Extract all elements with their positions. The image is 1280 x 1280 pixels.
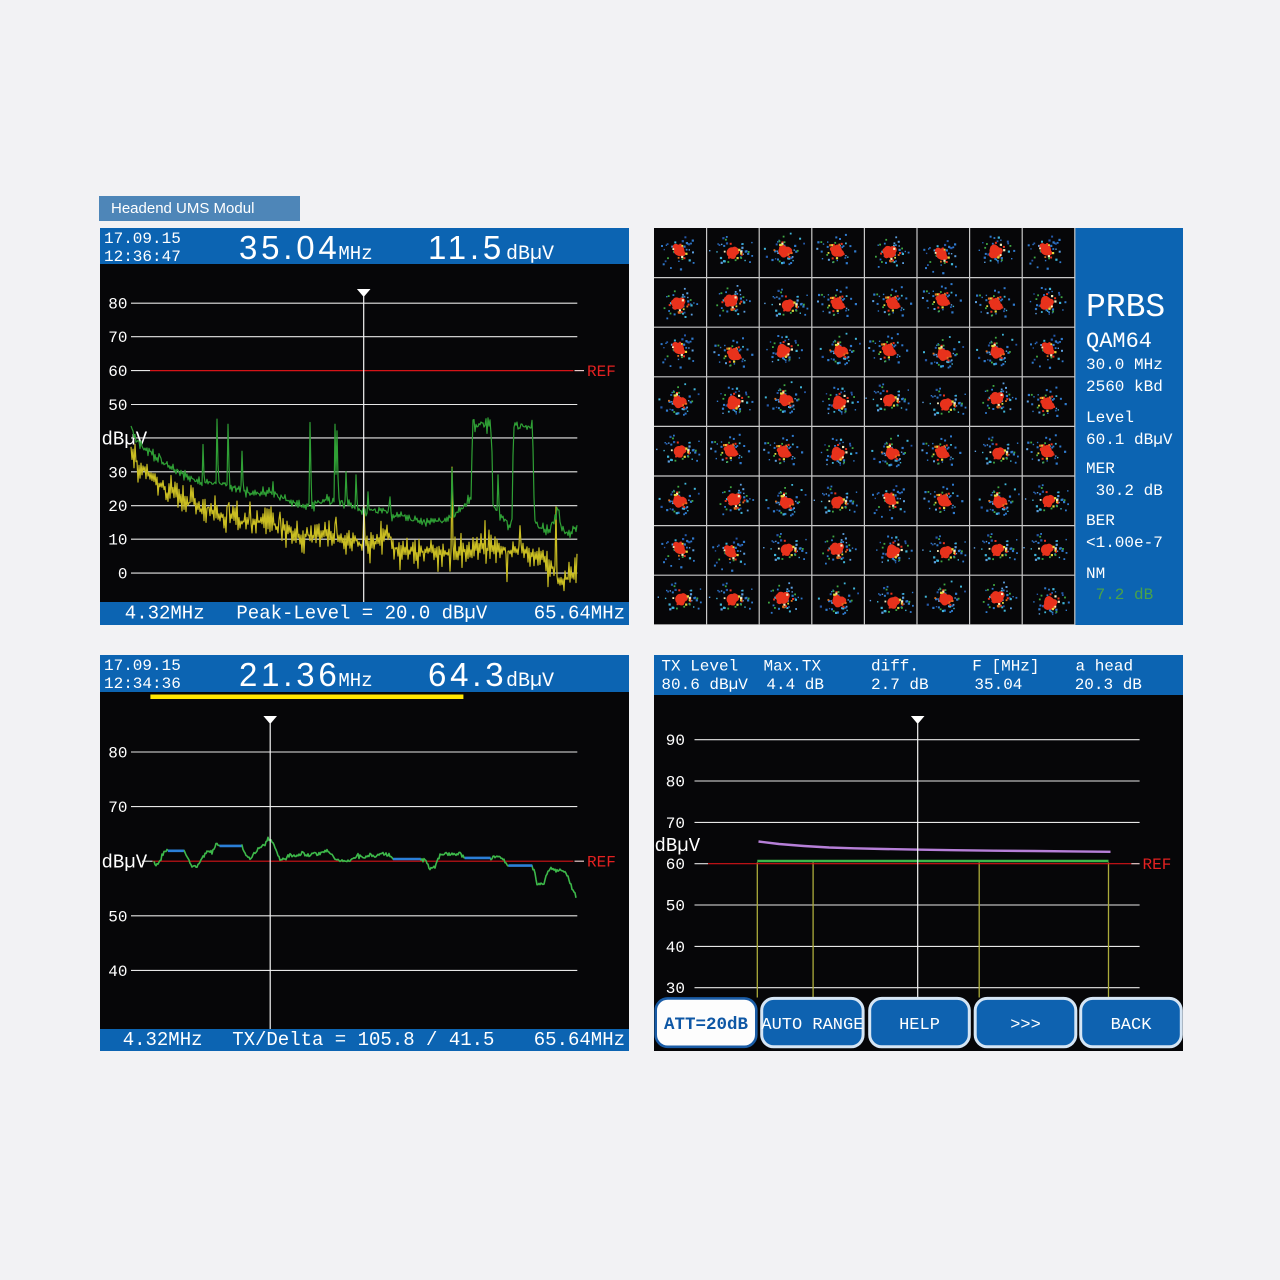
svg-text:dBµV: dBµV xyxy=(655,835,701,857)
svg-text:20.3 dB: 20.3 dB xyxy=(1075,676,1142,694)
svg-text:10: 10 xyxy=(108,532,127,550)
svg-text:35.04: 35.04 xyxy=(239,229,341,266)
svg-text:80: 80 xyxy=(108,745,127,763)
svg-text:ATT=20dB: ATT=20dB xyxy=(664,1015,749,1035)
svg-text:20: 20 xyxy=(108,498,127,516)
svg-text:dBµV: dBµV xyxy=(102,428,148,450)
svg-text:2560 kBd: 2560 kBd xyxy=(1086,378,1163,396)
svg-text:<1.00e-7: <1.00e-7 xyxy=(1086,534,1163,552)
svg-text:REF: REF xyxy=(1143,856,1172,874)
svg-text:50: 50 xyxy=(108,908,127,926)
svg-text:70: 70 xyxy=(108,799,127,817)
svg-text:30.2 dB: 30.2 dB xyxy=(1096,482,1163,500)
svg-text:QAM64: QAM64 xyxy=(1086,329,1152,354)
svg-text:80: 80 xyxy=(108,296,127,314)
svg-text:TX Level: TX Level xyxy=(661,658,738,676)
svg-text:17.09.15: 17.09.15 xyxy=(104,657,181,675)
svg-text:dBµV: dBµV xyxy=(506,670,554,693)
svg-text:Level: Level xyxy=(1086,409,1134,427)
svg-text:70: 70 xyxy=(666,815,685,833)
svg-text:diff.: diff. xyxy=(871,658,919,676)
svg-text:17.09.15: 17.09.15 xyxy=(104,230,181,248)
svg-text:dBµV: dBµV xyxy=(506,243,554,266)
svg-text:60.1 dBµV: 60.1 dBµV xyxy=(1086,431,1173,449)
svg-text:Peak-Level = 20.0 dBµV: Peak-Level = 20.0 dBµV xyxy=(236,603,487,625)
svg-text:30.0 MHz: 30.0 MHz xyxy=(1086,356,1163,374)
svg-text:11.5: 11.5 xyxy=(428,229,505,266)
svg-text:dBµV: dBµV xyxy=(102,852,148,874)
svg-text:40: 40 xyxy=(108,963,127,981)
svg-text:a head: a head xyxy=(1076,658,1134,676)
svg-text:65.64MHz: 65.64MHz xyxy=(534,1029,625,1051)
svg-text:PRBS: PRBS xyxy=(1086,289,1165,326)
svg-text:40: 40 xyxy=(666,939,685,957)
svg-text:4.32MHz: 4.32MHz xyxy=(123,1029,203,1051)
svg-text:MHz: MHz xyxy=(338,670,372,692)
svg-text:65.64MHz: 65.64MHz xyxy=(534,603,625,625)
svg-text:70: 70 xyxy=(108,329,127,347)
svg-text:60: 60 xyxy=(108,363,127,381)
svg-text:BER: BER xyxy=(1086,512,1115,530)
svg-text:21.36: 21.36 xyxy=(239,656,341,693)
svg-text:80: 80 xyxy=(666,774,685,792)
svg-text:HELP: HELP xyxy=(899,1016,940,1035)
svg-text:50: 50 xyxy=(108,397,127,415)
svg-text:MER: MER xyxy=(1086,460,1115,478)
svg-text:Max.TX: Max.TX xyxy=(764,658,822,676)
svg-text:90: 90 xyxy=(666,732,685,750)
svg-text:4.32MHz: 4.32MHz xyxy=(125,603,205,625)
svg-text:30: 30 xyxy=(666,980,685,998)
svg-text:NM: NM xyxy=(1086,565,1105,583)
svg-text:12:34:36: 12:34:36 xyxy=(104,675,181,693)
svg-text:2.7 dB: 2.7 dB xyxy=(871,676,929,694)
svg-text:12:36:47: 12:36:47 xyxy=(104,248,181,266)
svg-text:30: 30 xyxy=(108,464,127,482)
svg-text:7.2 dB: 7.2 dB xyxy=(1096,586,1154,604)
svg-text:35.04: 35.04 xyxy=(974,676,1022,694)
svg-text:F [MHz]: F [MHz] xyxy=(972,658,1039,676)
svg-text:>>>: >>> xyxy=(1010,1016,1041,1035)
svg-text:AUTO RANGE: AUTO RANGE xyxy=(761,1016,863,1035)
svg-text:50: 50 xyxy=(666,898,685,916)
svg-text:BACK: BACK xyxy=(1111,1016,1153,1035)
svg-text:0: 0 xyxy=(118,566,128,584)
svg-text:REF: REF xyxy=(587,363,616,381)
svg-text:TX/Delta = 105.8 / 41.5: TX/Delta = 105.8 / 41.5 xyxy=(232,1029,494,1051)
svg-text:MHz: MHz xyxy=(338,243,372,265)
svg-text:80.6 dBµV: 80.6 dBµV xyxy=(661,676,748,694)
svg-text:64.3: 64.3 xyxy=(428,656,507,693)
svg-text:60: 60 xyxy=(666,856,685,874)
svg-text:REF: REF xyxy=(587,854,616,872)
svg-text:4.4 dB: 4.4 dB xyxy=(766,676,824,694)
